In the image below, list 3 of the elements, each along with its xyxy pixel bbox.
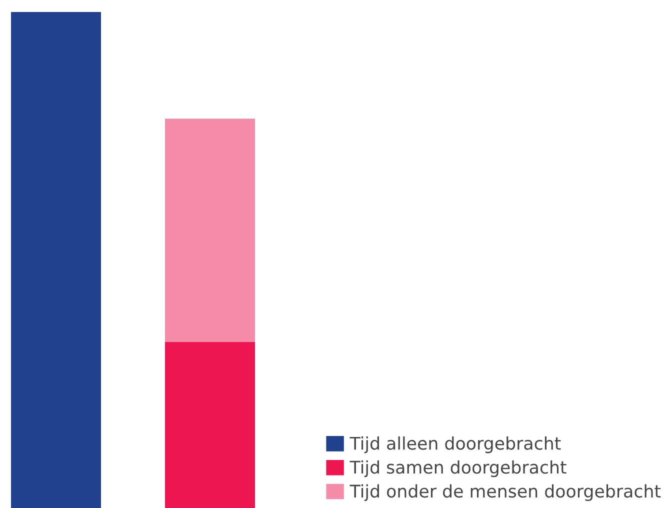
legend-label: Tijd onder de mensen doorgebracht [350,484,661,502]
legend-label: Tijd alleen doorgebracht [350,436,561,454]
legend-label: Tijd samen doorgebracht [350,460,566,478]
